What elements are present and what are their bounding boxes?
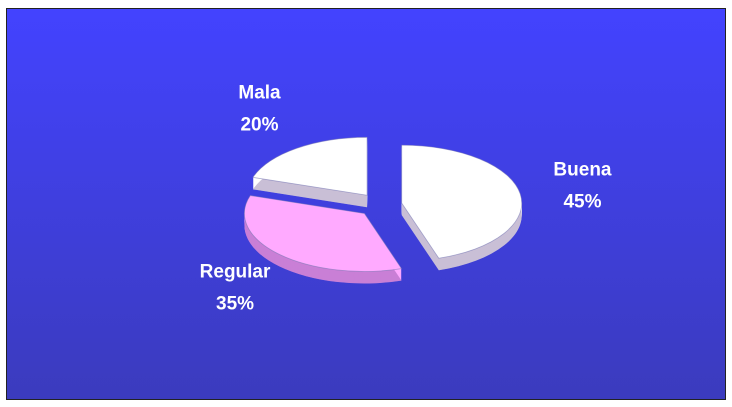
slice [401, 144, 523, 259]
slice [244, 195, 403, 272]
slice-value-label: 20% [240, 115, 278, 136]
slice-label: Regular [200, 261, 271, 282]
slice-value-label: 35% [216, 293, 254, 314]
slice [252, 136, 368, 196]
slice-value-label: 45% [563, 192, 601, 213]
slice-label: Buena [553, 160, 612, 181]
pie-tops [244, 136, 523, 272]
slice-label: Mala [238, 83, 281, 104]
pie-labels: Buena 45% Regular 35% Mala 20% [200, 83, 612, 315]
